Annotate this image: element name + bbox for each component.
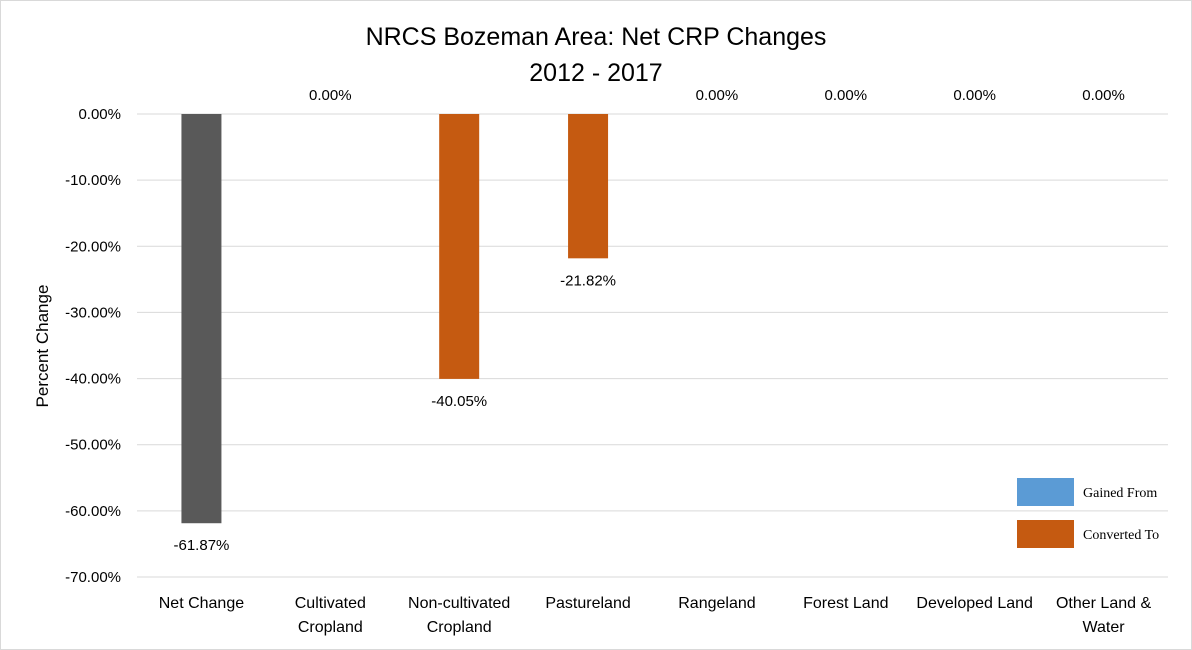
bar: [439, 114, 480, 379]
x-category-label: Water: [1083, 619, 1126, 636]
x-category-label: Other Land &: [1056, 595, 1152, 612]
y-tick-label: -20.00%: [65, 238, 121, 255]
y-tick-label: 0.00%: [78, 106, 121, 123]
x-category-label: Net Change: [159, 595, 244, 612]
x-category-label: Forest Land: [803, 595, 888, 612]
x-category-label: Cropland: [427, 619, 492, 636]
data-label: 0.00%: [696, 87, 739, 104]
y-tick-label: -60.00%: [65, 503, 121, 520]
x-category-label: Cultivated: [295, 595, 366, 612]
y-tick-label: -30.00%: [65, 304, 121, 321]
x-axis-categories: Net Change Cultivated Cropland Non-cultivat…: [159, 595, 1152, 636]
data-label: 0.00%: [953, 87, 996, 104]
y-tick-label: -40.00%: [65, 371, 121, 388]
data-labels: -61.87% 0.00% -40.05% -21.82% 0.00% 0.00% 0.00…: [174, 87, 1125, 554]
chart-title-line-1: NRCS Bozeman Area: Net CRP Changes: [366, 23, 827, 51]
x-category-label: Cropland: [298, 619, 363, 636]
gridlines: [137, 113, 1168, 578]
y-tick-label: -10.00%: [65, 172, 121, 189]
data-label: -21.82%: [560, 272, 616, 289]
legend-swatch: [1017, 520, 1074, 548]
legend-swatch: [1017, 478, 1074, 506]
x-category-label: Pastureland: [545, 595, 630, 612]
chart-title-line-2: 2012 - 2017: [529, 59, 662, 87]
data-label: -61.87%: [174, 537, 230, 554]
data-label: -40.05%: [431, 393, 487, 410]
bars: [181, 114, 609, 524]
data-label: 0.00%: [1082, 87, 1125, 104]
y-tick-label: -70.00%: [65, 569, 121, 586]
y-axis-label: Percent Change: [33, 285, 52, 408]
data-label: 0.00%: [825, 87, 868, 104]
bar: [181, 114, 222, 524]
legend-label: Gained From: [1083, 486, 1157, 501]
data-label: 0.00%: [309, 87, 352, 104]
bar: [568, 114, 609, 259]
legend-label: Converted To: [1083, 528, 1159, 543]
x-category-label: Rangeland: [678, 595, 755, 612]
legend: Gained From Converted To: [1017, 478, 1159, 548]
y-tick-label: -50.00%: [65, 437, 121, 454]
x-category-label: Non-cultivated: [408, 595, 510, 612]
x-category-label: Developed Land: [916, 595, 1033, 612]
y-axis-ticks: 0.00% -10.00% -20.00% -30.00% -40.00% -50.00%…: [65, 106, 121, 586]
